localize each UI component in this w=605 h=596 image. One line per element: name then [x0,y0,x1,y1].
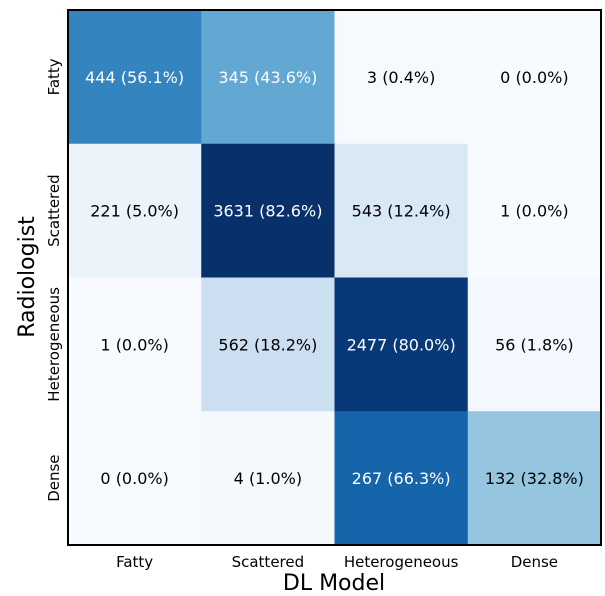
cell-value-label: 267 (66.3%) [352,469,451,488]
y-tick-labels: Fatty Scattered Heterogeneous Dense [45,58,63,502]
cell-value-label: 562 (18.2%) [218,335,317,354]
heatmap-cell [467,10,602,145]
heatmap-cell [334,277,469,412]
cell-value-label: 2477 (80.0%) [347,335,456,354]
heatmap-cell [334,143,469,278]
cell-value-label: 1 (0.0%) [500,202,568,221]
cell-value-label: 221 (5.0%) [90,202,179,221]
y-tick-label: Dense [45,454,63,501]
heatmap-cell [68,411,202,546]
x-tick-label: Fatty [116,553,153,571]
cell-value-label: 0 (0.0%) [500,68,568,87]
x-axis-title: DL Model [283,571,385,596]
heatmap-cell [467,143,602,278]
heatmap-cell [201,277,335,412]
cell-value-label: 1 (0.0%) [100,335,168,354]
cell-value-label: 543 (12.4%) [352,202,451,221]
heatmap-cell [201,10,335,145]
x-tick-label: Heterogeneous [344,553,459,571]
heatmap-cells: 444 (56.1%) 345 (43.6%) 3 (0.4%) 0 (0.0%) 22… [68,10,602,546]
heatmap-cell [68,10,202,145]
heatmap-cell [68,277,202,412]
x-tick-labels: Fatty Scattered Heterogeneous Dense [116,553,558,571]
cell-value-label: 3631 (82.6%) [213,202,322,221]
cell-value-label: 345 (43.6%) [218,68,317,87]
y-tick-label: Scattered [45,174,63,247]
cell-value-label: 444 (56.1%) [85,68,184,87]
x-tick-label: Dense [511,553,558,571]
heatmap-cell [334,10,469,145]
x-tick-label: Scattered [232,553,305,571]
y-axis-title: Radiologist [15,216,40,338]
cell-value-label: 132 (32.8%) [485,469,584,488]
cell-value-label: 3 (0.4%) [367,68,435,87]
y-tick-label: Fatty [45,58,63,95]
heatmap-cell [68,143,202,278]
y-tick-label: Heterogeneous [45,287,63,402]
heatmap-cell [201,143,335,278]
cell-value-label: 0 (0.0%) [100,469,168,488]
heatmap-cell [467,411,602,546]
heatmap-cell [201,411,335,546]
heatmap-cell [334,411,469,546]
heatmap-cell [467,277,602,412]
cell-value-label: 56 (1.8%) [495,335,574,354]
cell-value-label: 4 (1.0%) [234,469,302,488]
plot-frame [67,9,602,546]
